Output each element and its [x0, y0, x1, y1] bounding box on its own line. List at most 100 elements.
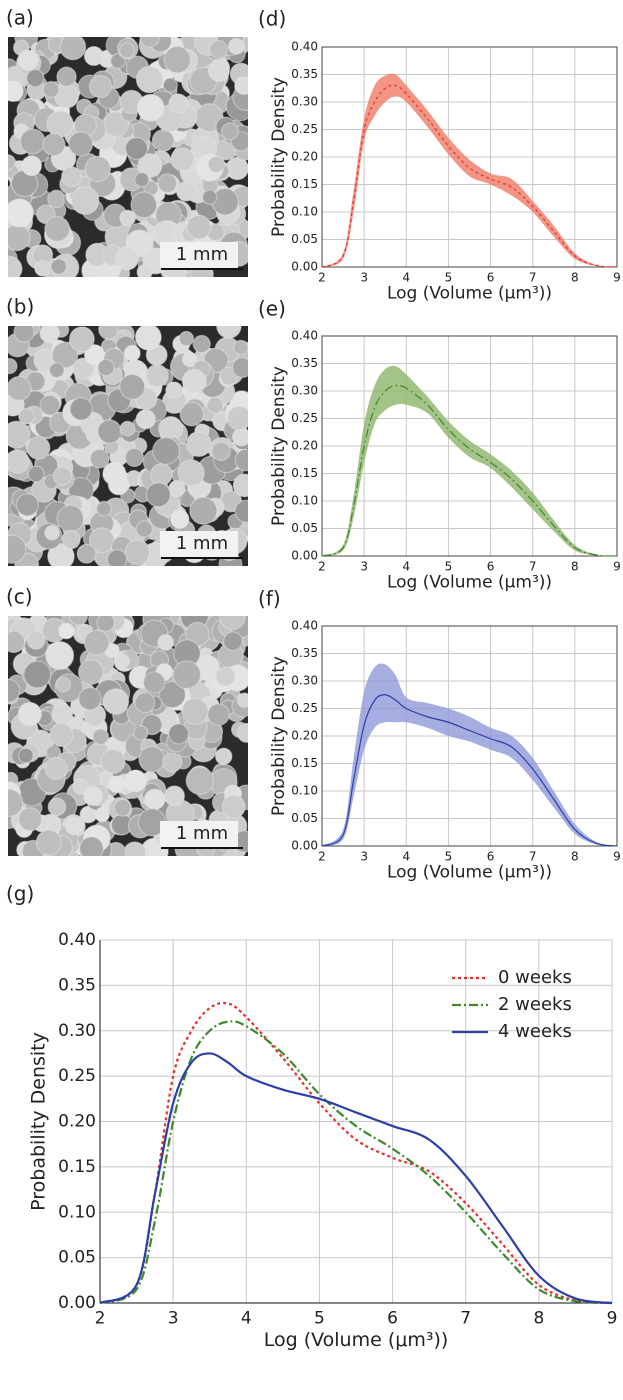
y-tick-label: 0.35 [291, 356, 318, 370]
micrograph [8, 37, 248, 277]
grain [27, 465, 45, 483]
series-line [321, 384, 618, 557]
grain [227, 37, 245, 55]
x-tick-label: 2 [318, 849, 326, 863]
grain [21, 155, 43, 177]
grain [202, 189, 218, 205]
legend-label: 4 weeks [498, 1021, 572, 1042]
grain [208, 39, 228, 59]
x-tick-label: 8 [571, 270, 579, 284]
x-tick-label: 9 [613, 849, 621, 863]
grain [35, 829, 62, 856]
x-tick-label: 6 [487, 559, 495, 573]
grain [106, 549, 128, 566]
grain [181, 697, 209, 725]
grain [42, 133, 66, 157]
grain [124, 539, 151, 566]
grain [211, 441, 231, 462]
grain [70, 186, 100, 215]
grain [8, 630, 26, 654]
y-tick-label: 0.20 [291, 150, 318, 164]
grain [64, 816, 84, 836]
grain [8, 223, 31, 252]
grain [170, 147, 195, 172]
grain [181, 368, 207, 394]
y-tick-label: 0.15 [291, 177, 318, 191]
grain [44, 524, 60, 541]
grain [233, 339, 248, 356]
grain [119, 373, 146, 400]
y-tick-label: 0.20 [291, 729, 318, 743]
grain [17, 747, 34, 764]
grain [8, 420, 31, 449]
y-tick-label: 0.30 [58, 1021, 96, 1041]
grain [162, 752, 183, 773]
grain [60, 166, 83, 188]
grain [8, 678, 21, 703]
series-line [99, 1020, 613, 1305]
x-tick-label: 8 [571, 559, 579, 573]
grain [163, 785, 185, 807]
series-line [321, 694, 618, 847]
y-tick-label: 0.10 [291, 205, 318, 219]
confidence-band [322, 663, 617, 846]
grains [8, 326, 248, 566]
y-tick-label: 0.00 [291, 260, 318, 274]
y-tick-label: 0.40 [291, 329, 318, 343]
grain [124, 769, 148, 793]
grain [8, 154, 16, 171]
grain [232, 427, 248, 447]
x-tick-label: 6 [487, 849, 495, 863]
grain [231, 357, 248, 379]
grain [23, 660, 52, 689]
grain [76, 543, 97, 564]
x-tick-label: 3 [360, 559, 368, 573]
x-tick-label: 4 [402, 270, 410, 284]
grain [34, 260, 51, 277]
plot-frame [321, 46, 618, 268]
panel-label: (f) [258, 587, 281, 611]
series-line [99, 1052, 613, 1305]
grain [151, 129, 175, 152]
scale-bar-label: 1 mm [176, 244, 228, 265]
grain [56, 66, 77, 87]
grain [45, 641, 75, 671]
grain [26, 68, 45, 88]
grain [17, 807, 43, 832]
grain [13, 326, 35, 343]
grain [119, 209, 136, 227]
y-tick-label: 0.25 [291, 701, 318, 715]
y-tick-label: 0.25 [291, 122, 318, 136]
grain [56, 504, 85, 533]
grain [51, 341, 79, 369]
grain [207, 59, 230, 82]
y-tick-label: 0.20 [58, 1112, 96, 1132]
grain [119, 42, 135, 59]
x-tick-label: 5 [445, 849, 453, 863]
y-tick-label: 0.10 [291, 784, 318, 798]
grain [157, 634, 174, 651]
x-tick-label: 3 [168, 1308, 179, 1328]
y-tick-label: 0.40 [291, 619, 318, 633]
confidence-band [322, 73, 617, 267]
grain [97, 419, 122, 444]
y-tick-label: 0.15 [291, 756, 318, 770]
grain [83, 629, 110, 656]
grain [78, 686, 102, 711]
grain [47, 797, 67, 817]
grain [96, 616, 116, 632]
y-tick-label: 0.40 [58, 930, 96, 950]
grain [236, 692, 248, 708]
grain [44, 756, 68, 780]
grain [79, 836, 104, 856]
panel-label: (d) [258, 7, 286, 31]
grain [15, 493, 40, 517]
y-tick-label: 0.30 [291, 674, 318, 688]
x-tick-label: 6 [387, 1308, 398, 1328]
grain [185, 431, 212, 457]
x-tick-label: 2 [318, 559, 326, 573]
grain [139, 37, 161, 48]
series-line [99, 1001, 613, 1305]
series-line [321, 84, 618, 268]
plot-frame [321, 625, 618, 847]
